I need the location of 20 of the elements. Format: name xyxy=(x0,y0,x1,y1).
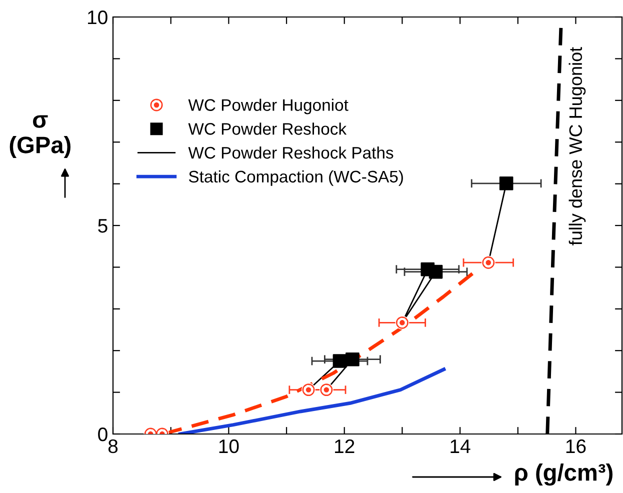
point xyxy=(499,176,514,190)
legend-label: WC Powder Reshock xyxy=(188,122,347,135)
x-axis-title: ρ (g/cm³) xyxy=(515,463,612,486)
y-tick-label: 0 xyxy=(98,427,108,442)
legend-label: WC Powder Hugoniot xyxy=(188,98,348,114)
point xyxy=(428,264,443,279)
x-tick-label: 8 xyxy=(108,439,118,454)
y-tick-label: 5 xyxy=(98,219,108,233)
y-axis-title: σ (GPa) xyxy=(10,115,70,158)
x-tick-label: 12 xyxy=(335,439,354,453)
point xyxy=(332,354,347,368)
x-tick-label: 16 xyxy=(566,439,586,454)
y-tick-label: 10 xyxy=(88,10,108,24)
line-series xyxy=(178,368,446,434)
legend-label: Static Compaction (WC-SA5) xyxy=(188,170,403,186)
x-tick-label: 14 xyxy=(450,440,470,453)
annotation: fully dense WC Hugoniot xyxy=(568,47,586,246)
x-tick-label: 10 xyxy=(219,439,239,454)
point xyxy=(346,352,360,366)
legend-label: WC Powder Reshock Paths xyxy=(188,146,394,159)
